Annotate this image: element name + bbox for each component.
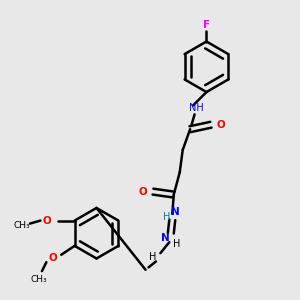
Text: N: N bbox=[172, 207, 180, 218]
Text: NH: NH bbox=[189, 103, 203, 113]
Text: O: O bbox=[217, 120, 226, 130]
Text: CH₃: CH₃ bbox=[14, 220, 30, 230]
Text: N: N bbox=[161, 233, 170, 243]
Text: F: F bbox=[203, 20, 210, 30]
Text: O: O bbox=[49, 253, 58, 263]
Text: O: O bbox=[138, 187, 147, 196]
Text: H: H bbox=[163, 212, 171, 223]
Text: CH₃: CH₃ bbox=[31, 274, 47, 284]
Text: H: H bbox=[173, 238, 180, 249]
Text: O: O bbox=[42, 216, 51, 226]
Text: H: H bbox=[149, 252, 156, 262]
